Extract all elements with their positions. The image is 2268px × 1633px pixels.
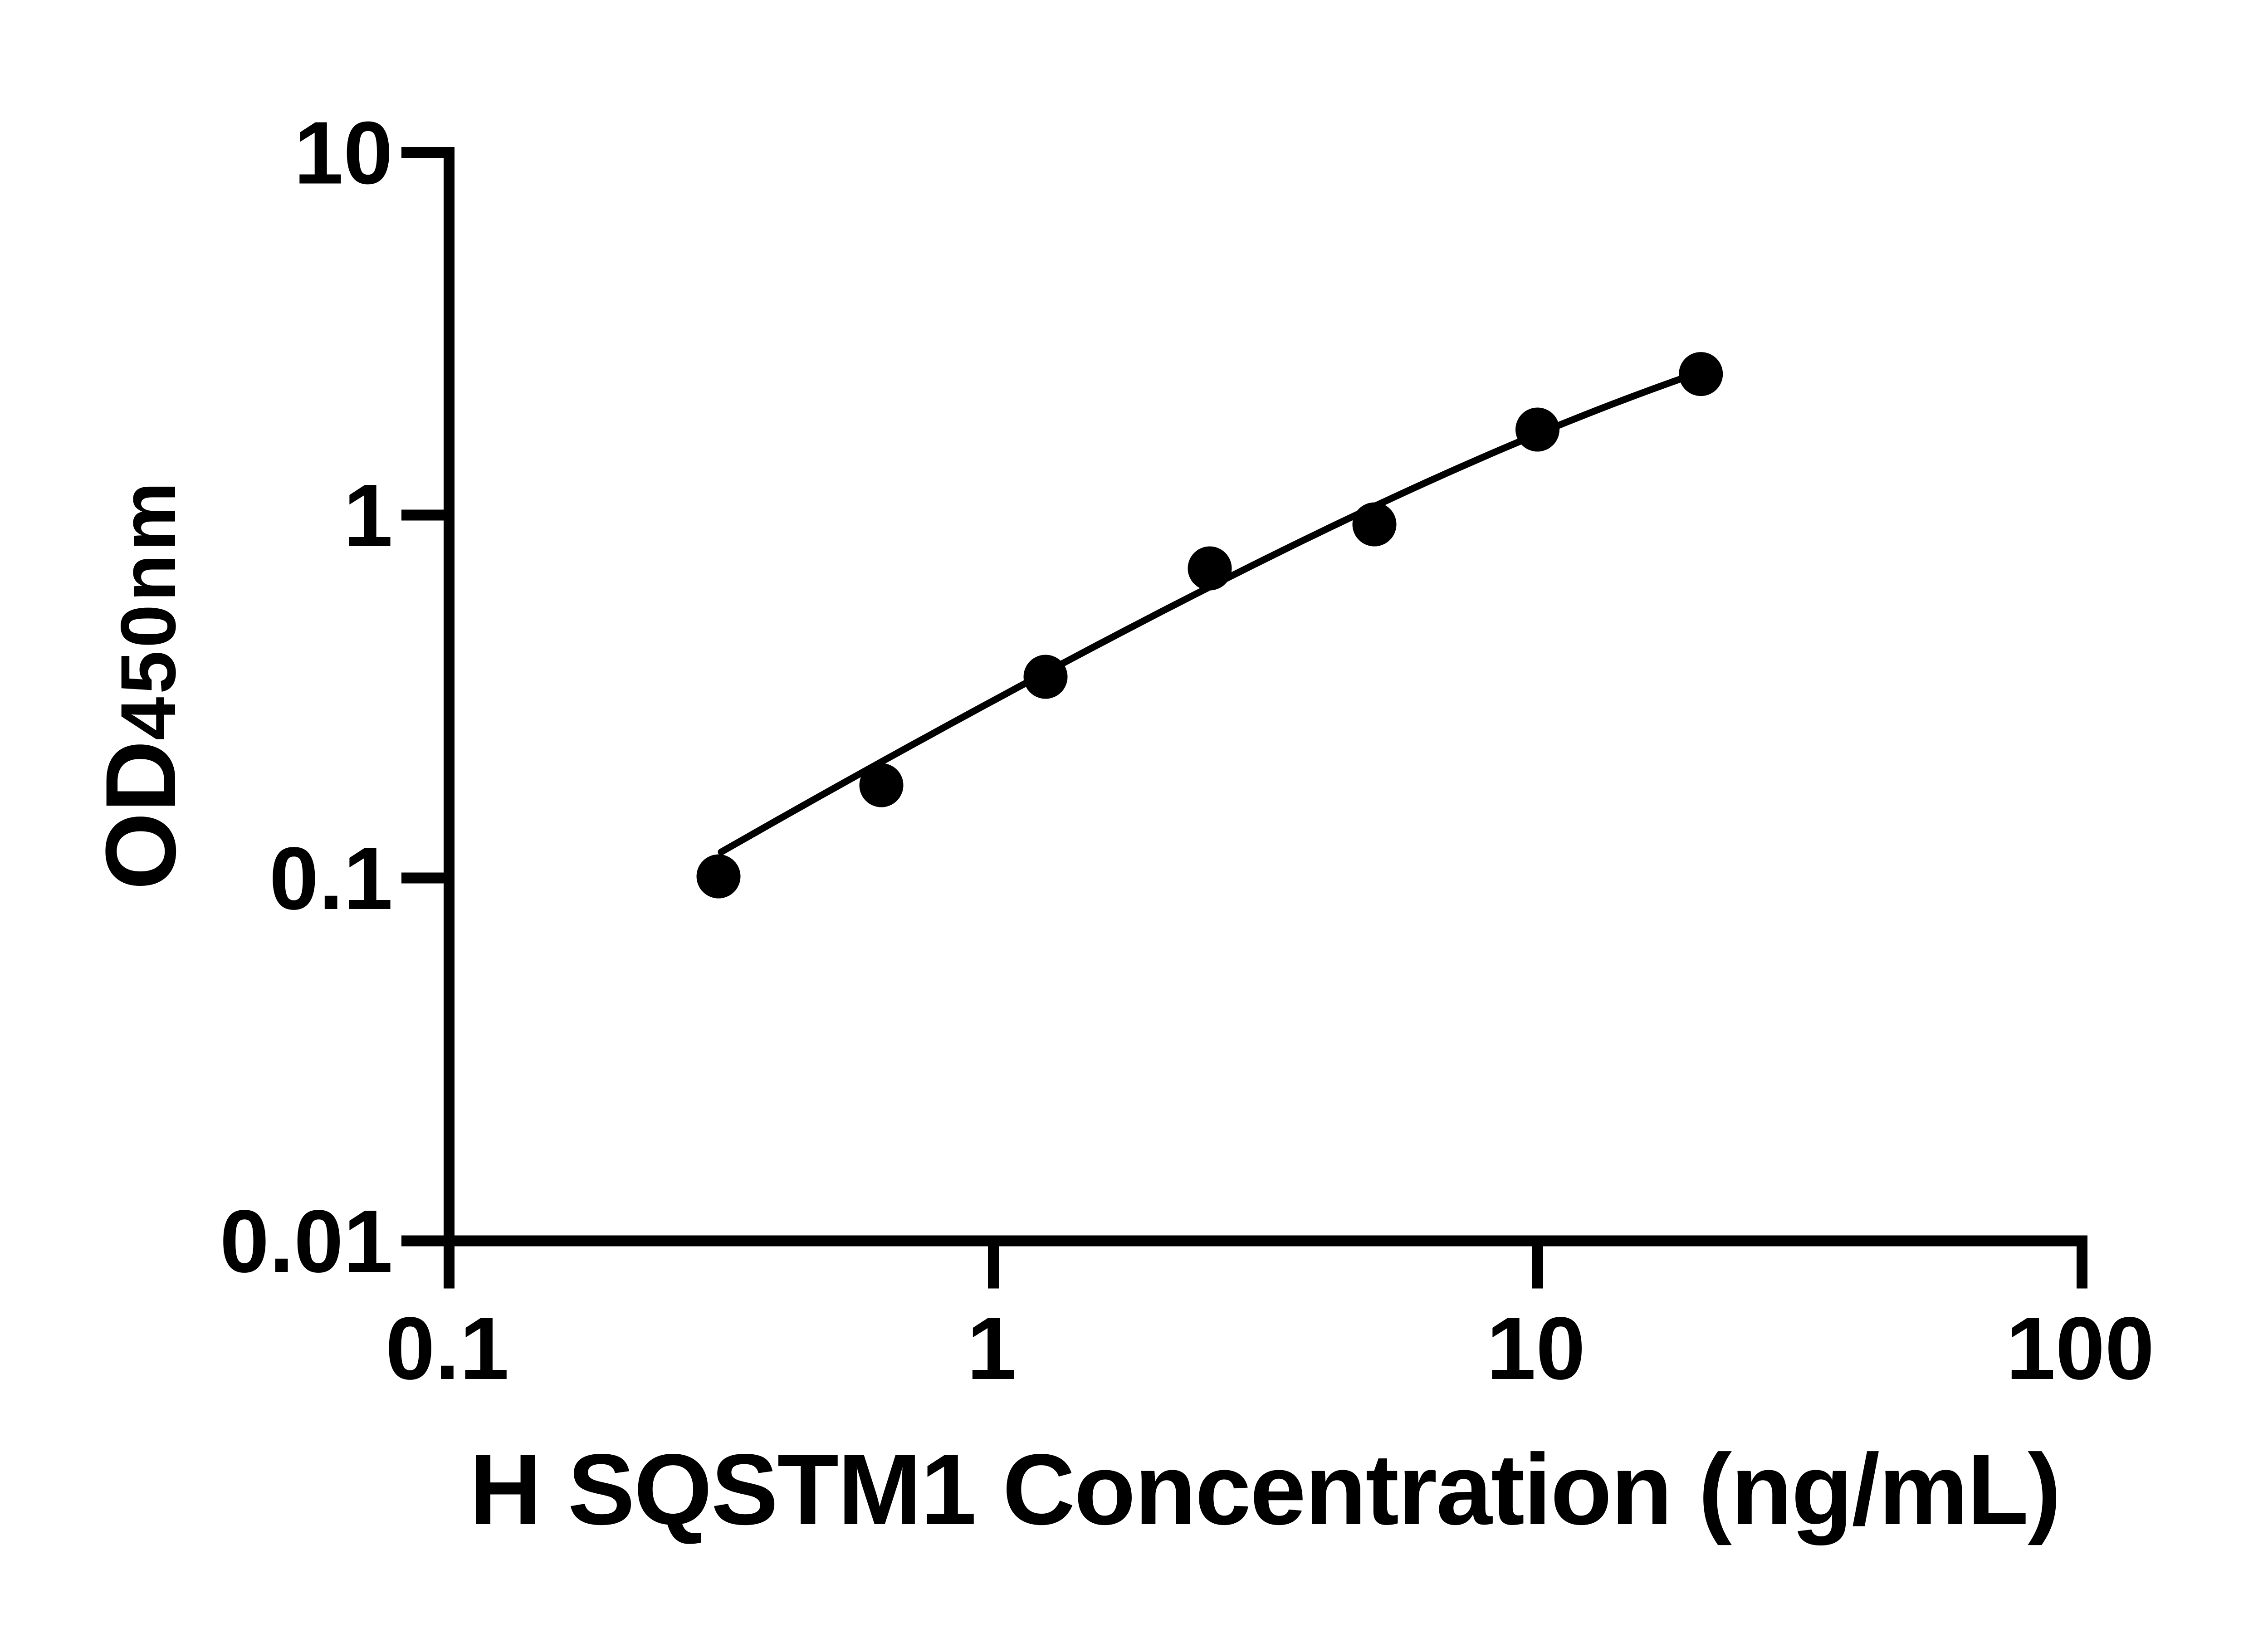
svg-text:10: 10 bbox=[294, 103, 393, 203]
svg-text:0.1: 0.1 bbox=[269, 829, 393, 928]
svg-text:1: 1 bbox=[343, 466, 393, 565]
svg-text:100: 100 bbox=[2006, 1299, 2154, 1398]
svg-text:0.1: 0.1 bbox=[386, 1299, 509, 1398]
svg-text:10: 10 bbox=[1486, 1299, 1585, 1398]
svg-text:0.01: 0.01 bbox=[220, 1192, 393, 1291]
svg-text:1: 1 bbox=[967, 1299, 1016, 1398]
svg-text:OD450nm: OD450nm bbox=[85, 479, 196, 890]
svg-text:H SQSTM1 Concentration (ng/mL): H SQSTM1 Concentration (ng/mL) bbox=[469, 1433, 2060, 1546]
